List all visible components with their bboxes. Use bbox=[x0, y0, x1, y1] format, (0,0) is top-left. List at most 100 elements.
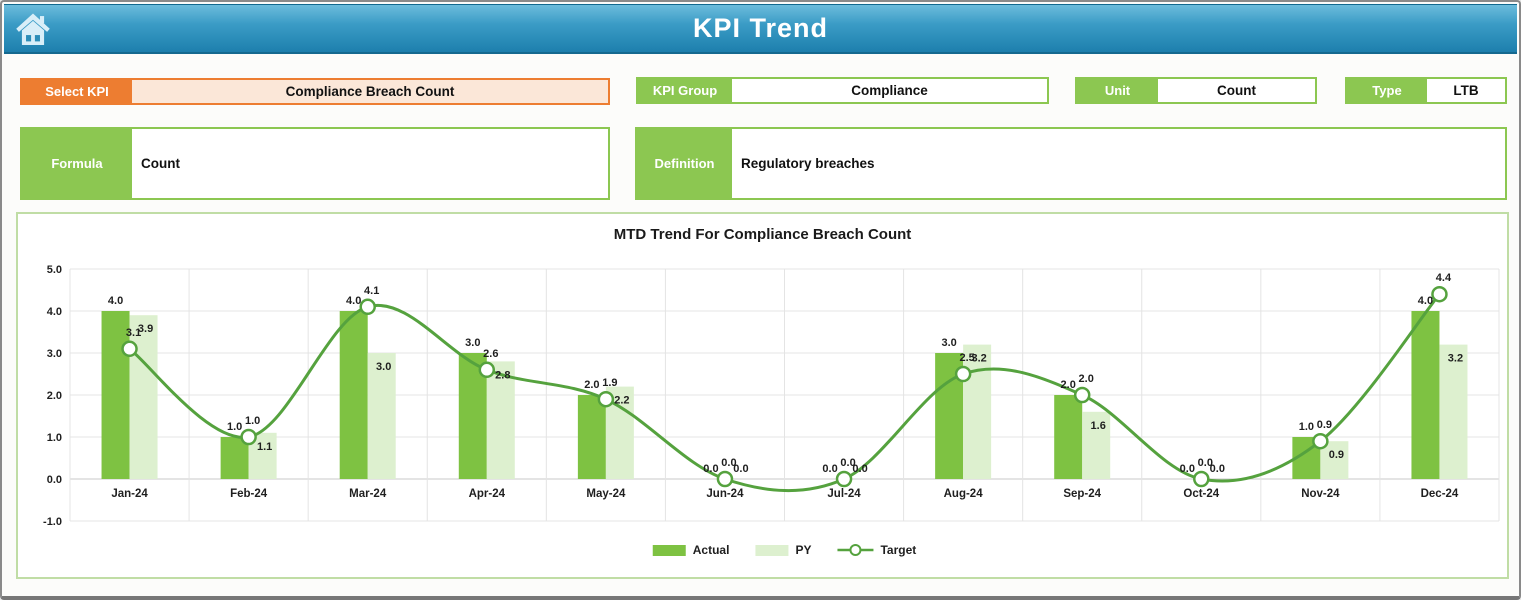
label-actual: 4.0 bbox=[1418, 295, 1433, 307]
kpi-group-value: Compliance bbox=[732, 79, 1047, 102]
x-axis-label: Jan-24 bbox=[111, 488, 148, 500]
target-marker bbox=[478, 361, 496, 379]
target-marker bbox=[954, 365, 972, 383]
target-marker bbox=[1073, 386, 1091, 404]
unit-box: Unit Count bbox=[1075, 77, 1317, 104]
label-py: 0.0 bbox=[733, 463, 748, 475]
target-marker bbox=[1193, 470, 1210, 488]
label-py: 3.2 bbox=[1448, 353, 1463, 365]
bar-py bbox=[1439, 344, 1468, 479]
formula-value: Count bbox=[132, 129, 608, 198]
label-actual: 2.0 bbox=[1061, 379, 1076, 391]
legend-label-actual: Actual bbox=[693, 543, 730, 557]
target-marker bbox=[359, 298, 376, 316]
legend-swatch-py bbox=[755, 545, 789, 556]
legend-label-target: Target bbox=[880, 543, 916, 557]
bar-actual bbox=[101, 311, 130, 479]
x-axis-label: Jun-24 bbox=[706, 488, 744, 500]
bar-actual bbox=[1411, 311, 1440, 479]
label-target: 2.6 bbox=[483, 348, 498, 360]
bar-actual bbox=[577, 395, 606, 479]
y-axis-tick: 1.0 bbox=[47, 432, 62, 444]
target-marker bbox=[1312, 432, 1329, 450]
label-py: 0.0 bbox=[852, 463, 867, 475]
bar-py bbox=[1082, 411, 1111, 479]
bar-py bbox=[367, 353, 396, 479]
type-value: LTB bbox=[1427, 79, 1505, 102]
kpi-group-label: KPI Group bbox=[638, 79, 732, 102]
chart-card: MTD Trend For Compliance Breach Count 4.… bbox=[16, 212, 1509, 579]
definition-label: Definition bbox=[637, 129, 732, 198]
y-axis-tick: 5.0 bbox=[47, 264, 62, 276]
label-actual: 2.0 bbox=[584, 379, 599, 391]
label-target: 0.0 bbox=[721, 457, 736, 469]
label-target: 0.0 bbox=[840, 457, 855, 469]
x-axis-label: Nov-24 bbox=[1301, 488, 1340, 500]
label-py: 0.9 bbox=[1329, 449, 1344, 461]
bar-actual bbox=[220, 437, 249, 479]
definition-box: Definition Regulatory breaches bbox=[635, 127, 1507, 200]
label-target: 2.5 bbox=[959, 352, 974, 364]
label-actual: 4.0 bbox=[108, 295, 123, 307]
label-py: 2.2 bbox=[614, 395, 629, 407]
target-marker bbox=[835, 470, 853, 488]
x-axis-label: Aug-24 bbox=[944, 488, 984, 500]
label-actual: 3.0 bbox=[941, 337, 956, 349]
kpi-trend-chart: 4.03.13.91.0 1.01.14.04.13.03.02.62.82.0 1… bbox=[43, 264, 1500, 557]
label-py: 2.8 bbox=[495, 369, 510, 381]
label-py: 1.6 bbox=[1091, 420, 1106, 432]
label-py: 1.1 bbox=[257, 441, 272, 453]
label-actual: 0.0 bbox=[703, 463, 718, 475]
select-kpi-label: Select KPI bbox=[22, 80, 132, 103]
label-target: 1.0 bbox=[245, 415, 260, 427]
bar-actual bbox=[339, 311, 368, 479]
label-target: 3.1 bbox=[126, 327, 141, 339]
label-actual: 0.0 bbox=[1180, 463, 1195, 475]
home-button[interactable] bbox=[12, 9, 54, 51]
target-marker bbox=[121, 340, 138, 358]
x-axis-label: Sep-24 bbox=[1063, 488, 1101, 500]
bar-actual bbox=[1054, 395, 1083, 479]
unit-label: Unit bbox=[1077, 79, 1158, 102]
x-axis-label: May-24 bbox=[586, 488, 626, 500]
select-kpi-value[interactable]: Compliance Breach Count bbox=[132, 80, 608, 103]
label-target: 4.1 bbox=[364, 285, 379, 297]
formula-box: Formula Count bbox=[20, 127, 610, 200]
label-py: 3.0 bbox=[376, 361, 391, 373]
label-py: 0.0 bbox=[1210, 463, 1225, 475]
unit-value: Count bbox=[1158, 79, 1315, 102]
legend-marker-target bbox=[849, 544, 862, 556]
page-title: KPI Trend bbox=[692, 13, 829, 43]
x-axis-label: Oct-24 bbox=[1183, 488, 1219, 500]
label-actual: 4.0 bbox=[346, 295, 361, 307]
select-kpi-box: Select KPI Compliance Breach Count bbox=[20, 78, 610, 105]
type-label: Type bbox=[1347, 79, 1427, 102]
label-target: 0.0 bbox=[1198, 457, 1213, 469]
legend-swatch-actual bbox=[652, 545, 686, 556]
y-axis-tick: 3.0 bbox=[47, 348, 62, 360]
label-actual: 0.0 bbox=[822, 463, 837, 475]
label-actual: 1.0 bbox=[227, 421, 242, 433]
label-target: 0.9 bbox=[1317, 419, 1332, 431]
x-axis-label: Apr-24 bbox=[469, 488, 506, 500]
y-axis-tick: 2.0 bbox=[47, 390, 62, 402]
target-line bbox=[128, 292, 1441, 493]
kpi-group-box: KPI Group Compliance bbox=[636, 77, 1049, 104]
y-axis-tick: 4.0 bbox=[47, 306, 62, 318]
target-marker bbox=[240, 428, 257, 446]
bar-py bbox=[486, 361, 515, 479]
home-icon bbox=[16, 13, 50, 46]
label-actual: 3.0 bbox=[465, 337, 480, 349]
label-target: 4.4 bbox=[1436, 272, 1452, 284]
label-py: 3.9 bbox=[138, 323, 153, 335]
target-marker bbox=[716, 470, 734, 488]
bar-py bbox=[963, 344, 992, 479]
bar-py bbox=[129, 315, 158, 479]
label-target: 1.9 bbox=[602, 377, 617, 389]
x-axis-label: Feb-24 bbox=[230, 488, 268, 500]
header-bar: KPI Trend bbox=[4, 4, 1517, 54]
legend-label-py: PY bbox=[795, 543, 811, 557]
target-marker bbox=[1431, 285, 1448, 303]
formula-label: Formula bbox=[22, 129, 132, 198]
